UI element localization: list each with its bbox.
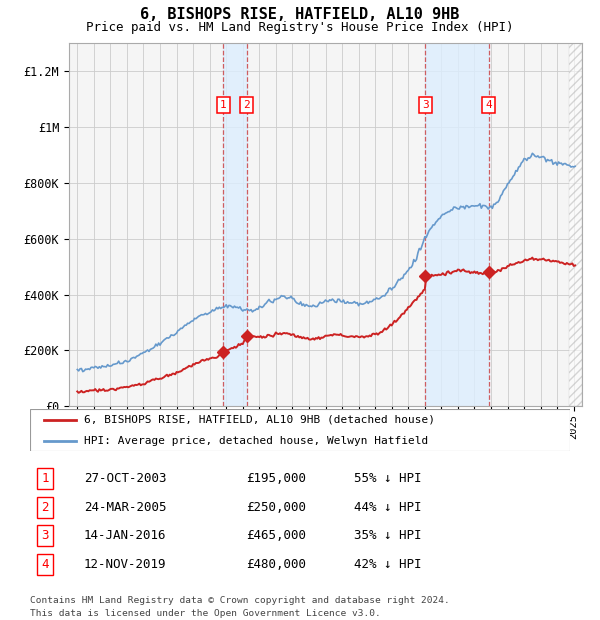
Text: 6, BISHOPS RISE, HATFIELD, AL10 9HB: 6, BISHOPS RISE, HATFIELD, AL10 9HB xyxy=(140,7,460,22)
Text: 3: 3 xyxy=(41,529,49,542)
Text: £195,000: £195,000 xyxy=(246,472,306,485)
Text: Contains HM Land Registry data © Crown copyright and database right 2024.: Contains HM Land Registry data © Crown c… xyxy=(30,596,450,606)
Text: 24-MAR-2005: 24-MAR-2005 xyxy=(84,500,167,513)
Text: £250,000: £250,000 xyxy=(246,500,306,513)
Text: 14-JAN-2016: 14-JAN-2016 xyxy=(84,529,167,542)
Text: £480,000: £480,000 xyxy=(246,559,306,572)
Text: 6, BISHOPS RISE, HATFIELD, AL10 9HB (detached house): 6, BISHOPS RISE, HATFIELD, AL10 9HB (det… xyxy=(84,415,435,425)
Bar xyxy=(425,43,489,406)
Text: 2: 2 xyxy=(243,100,250,110)
Bar xyxy=(223,43,247,406)
Text: 4: 4 xyxy=(41,559,49,572)
Text: This data is licensed under the Open Government Licence v3.0.: This data is licensed under the Open Gov… xyxy=(30,609,381,618)
Text: 1: 1 xyxy=(220,100,227,110)
Text: £465,000: £465,000 xyxy=(246,529,306,542)
Text: 3: 3 xyxy=(422,100,429,110)
Text: 2: 2 xyxy=(41,500,49,513)
Text: 42% ↓ HPI: 42% ↓ HPI xyxy=(354,559,421,572)
Text: 27-OCT-2003: 27-OCT-2003 xyxy=(84,472,167,485)
Text: 35% ↓ HPI: 35% ↓ HPI xyxy=(354,529,421,542)
Text: 12-NOV-2019: 12-NOV-2019 xyxy=(84,559,167,572)
Text: 44% ↓ HPI: 44% ↓ HPI xyxy=(354,500,421,513)
FancyBboxPatch shape xyxy=(30,409,570,451)
Text: 4: 4 xyxy=(485,100,492,110)
Text: Price paid vs. HM Land Registry's House Price Index (HPI): Price paid vs. HM Land Registry's House … xyxy=(86,21,514,34)
Text: HPI: Average price, detached house, Welwyn Hatfield: HPI: Average price, detached house, Welw… xyxy=(84,436,428,446)
Text: 1: 1 xyxy=(41,472,49,485)
Text: 55% ↓ HPI: 55% ↓ HPI xyxy=(354,472,421,485)
